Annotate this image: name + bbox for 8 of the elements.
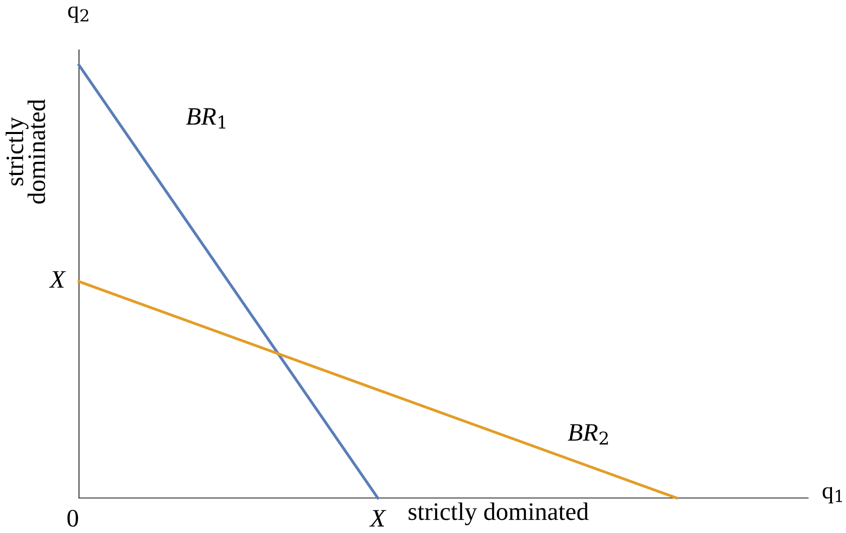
x-tick-label: 0 [67,510,78,527]
x-axis-title: q$_{1}$ [822,486,842,504]
text: BR$_{1}$ [186,108,226,128]
y-axis-title: q$_{2}$ [68,6,88,23]
text: strictly dominated [408,502,589,526]
annotation: X [49,271,66,288]
text: strictly dominated [6,99,46,204]
series-label: BR$_{2}$ [568,424,608,444]
